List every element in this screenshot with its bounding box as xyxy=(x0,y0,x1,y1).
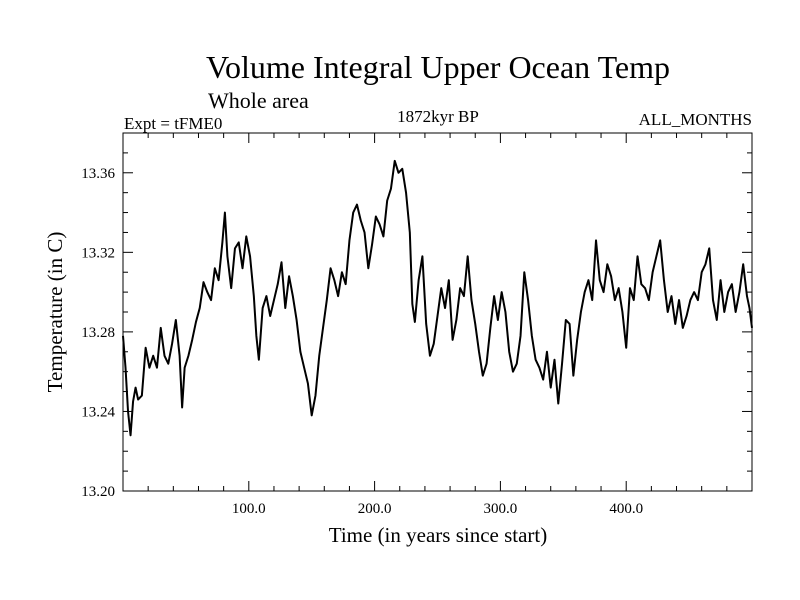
y-axis-label: Temperature (in C) xyxy=(43,232,67,393)
axis-ticks xyxy=(123,133,752,491)
axis-tick-labels: 100.0 200.0 300.0 400.0 13.20 13.24 13.28 13.32… xyxy=(81,166,643,517)
y-tick-label: 13.20 xyxy=(81,484,115,500)
x-tick-label: 400.0 xyxy=(609,501,643,517)
x-tick-label: 100.0 xyxy=(232,501,266,517)
months-label: ALL_MONTHS xyxy=(639,110,752,129)
x-axis-label: Time (in years since start) xyxy=(329,523,548,547)
temperature-series-line xyxy=(122,159,753,437)
chart-subtitle: Whole area xyxy=(208,88,309,113)
y-tick-label: 13.32 xyxy=(81,245,115,261)
y-tick-label: 13.28 xyxy=(81,325,115,341)
x-tick-label: 200.0 xyxy=(358,501,392,517)
y-tick-label: 13.24 xyxy=(81,404,115,420)
experiment-label: Expt = tFME0 xyxy=(124,114,222,133)
chart-title: Volume Integral Upper Ocean Temp xyxy=(206,49,670,85)
y-tick-label: 13.36 xyxy=(81,166,115,182)
x-tick-label: 300.0 xyxy=(484,501,518,517)
period-label: 1872kyr BP xyxy=(397,107,479,126)
